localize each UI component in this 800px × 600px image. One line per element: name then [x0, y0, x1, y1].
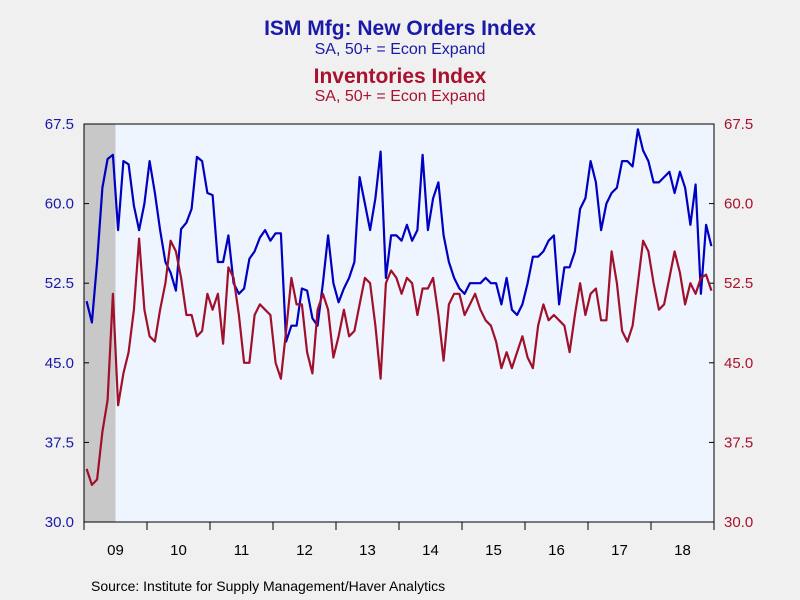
y-tick-label-left: 30.0: [45, 514, 74, 531]
plot-area: [84, 124, 714, 522]
x-tick-label: 17: [611, 542, 628, 559]
x-tick-label: 12: [296, 542, 313, 559]
y-tick-label-left: 37.5: [45, 434, 74, 451]
series-line-inventories: [85, 237, 713, 486]
y-tick-label-right: 30.0: [724, 514, 753, 531]
y-tick-label-right: 45.0: [724, 355, 753, 372]
series-line-new-orders: [85, 128, 713, 343]
chart-title-inventories: Inventories Index: [313, 65, 487, 88]
source-note: Source: Institute for Supply Management/…: [91, 578, 446, 594]
y-tick-label-right: 67.5: [724, 116, 753, 133]
y-tick-label-right: 37.5: [724, 434, 753, 451]
y-tick-label-left: 45.0: [45, 355, 74, 372]
y-tick-label-left: 67.5: [45, 116, 74, 133]
x-tick-label: 18: [674, 542, 691, 559]
y-tick-label-left: 52.5: [45, 275, 74, 292]
chart-title-new-orders: ISM Mfg: New Orders Index: [264, 17, 536, 40]
x-tick-label: 14: [422, 542, 439, 559]
x-tick-label: 09: [107, 542, 124, 559]
y-tick-label-right: 60.0: [724, 196, 753, 213]
x-tick-label: 16: [548, 542, 565, 559]
chart-subtitle-new-orders: SA, 50+ = Econ Expand: [314, 41, 486, 58]
x-tick-label: 15: [485, 542, 502, 559]
x-tick-label: 10: [170, 542, 187, 559]
x-tick-label: 11: [234, 542, 250, 559]
y-tick-label-right: 52.5: [724, 275, 753, 292]
y-tick-label-left: 60.0: [45, 196, 74, 213]
x-tick-label: 13: [359, 542, 376, 559]
chart-subtitle-inventories: SA, 50+ = Econ Expand: [314, 88, 486, 105]
